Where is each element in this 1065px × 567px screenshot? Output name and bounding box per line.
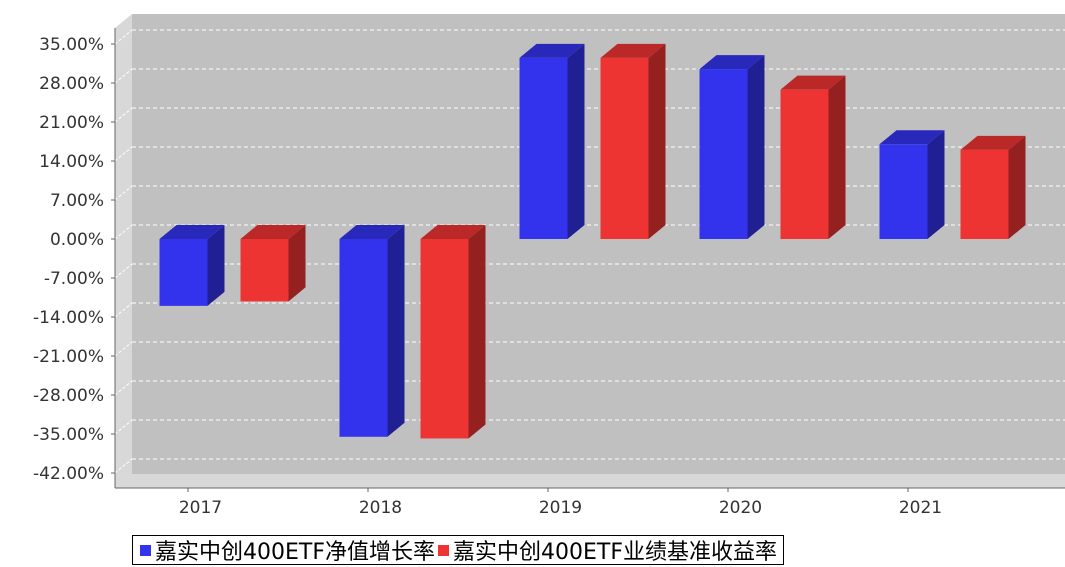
legend-item: 嘉实中创400ETF业绩基准收益率: [435, 534, 777, 566]
grid-line-side: [114, 419, 133, 435]
y-tick-label: 7.00%: [50, 191, 104, 211]
bar-nav-growth-2020: [699, 55, 765, 240]
bar-top: [960, 135, 1026, 150]
x-tick-label: 2017: [179, 498, 222, 518]
y-axis: 35.00% 28.00% 21.00% 14.00% 7.00% 0.00% -7.00%…: [33, 28, 116, 488]
bar-chart: 35.00% 28.00% 21.00% 14.00% 7.00% 0.00% -7.00%…: [33, 14, 1065, 518]
bar-front: [780, 89, 829, 239]
grid-line-side: [114, 263, 133, 279]
y-tick-label: -28.00%: [33, 386, 104, 406]
x-tick-label: 2019: [539, 498, 582, 518]
bar-side: [387, 225, 405, 437]
bar-front: [240, 239, 289, 302]
bar-top: [240, 225, 306, 239]
grid-line-side: [114, 107, 133, 123]
bar-nav-growth-2017: [159, 225, 225, 306]
bar-nav-growth-2018: [339, 225, 405, 437]
bar-front: [339, 239, 388, 437]
bar-front: [879, 144, 928, 239]
bar-nav-growth-2021: [879, 130, 945, 239]
y-tick-label: -21.00%: [33, 347, 104, 367]
bar-top: [879, 130, 945, 145]
y-tick-label: 14.00%: [39, 152, 104, 172]
y-tick-label: -35.00%: [33, 425, 104, 445]
bar-side: [927, 130, 945, 239]
plot-floor: [115, 474, 1065, 488]
bar-top: [519, 43, 585, 58]
bar-side: [207, 225, 225, 306]
bar-benchmark-2017: [240, 225, 306, 302]
bar-top: [339, 225, 405, 239]
y-tick-label: 0.00%: [50, 230, 104, 250]
grid-line-side: [114, 302, 133, 318]
legend-label: 嘉实中创400ETF净值增长率: [155, 540, 435, 565]
bar-side: [648, 43, 666, 239]
grid-line-side: [114, 224, 133, 240]
bar-side: [288, 225, 306, 302]
legend: 嘉实中创400ETF净值增长率 嘉实中创400ETF业绩基准收益率: [132, 535, 784, 565]
y-tick-label: -42.00%: [33, 464, 104, 484]
plot-side-wall: [115, 14, 132, 488]
bar-front: [960, 149, 1009, 239]
bar-side: [747, 55, 765, 240]
y-tick-label: 35.00%: [39, 35, 104, 55]
grid-line-side: [114, 341, 133, 357]
bar-front: [519, 57, 568, 239]
bar-top: [780, 75, 846, 90]
bars: [159, 43, 1026, 439]
grid-line-side: [114, 146, 133, 162]
bar-top: [600, 43, 666, 58]
grid-line-side: [114, 380, 133, 396]
grid-line-side: [114, 29, 133, 45]
x-tick-label: 2020: [719, 498, 762, 518]
x-tick-label: 2018: [359, 498, 402, 518]
bar-top: [420, 225, 486, 239]
x-tick-label: 2021: [899, 498, 942, 518]
bar-benchmark-2020: [780, 75, 846, 239]
legend-swatch: [438, 544, 449, 556]
bar-benchmark-2019: [600, 43, 666, 239]
bar-top: [159, 225, 225, 239]
grid-line-side: [114, 458, 133, 474]
bar-front: [600, 57, 649, 239]
y-tick-label: -14.00%: [33, 308, 104, 328]
bar-front: [420, 239, 469, 439]
bar-side: [567, 43, 585, 239]
bar-top: [699, 55, 765, 70]
legend-item: 嘉实中创400ETF净值增长率: [137, 534, 435, 566]
y-tick-label: 28.00%: [39, 74, 104, 94]
grid-line-side: [114, 68, 133, 84]
y-tick-label: 21.00%: [39, 113, 104, 133]
bar-benchmark-2018: [420, 225, 486, 439]
bar-side: [1008, 135, 1026, 239]
y-tick-label: -7.00%: [44, 269, 104, 289]
bar-side: [468, 225, 486, 439]
bar-side: [828, 75, 846, 239]
bar-front: [159, 239, 208, 306]
bar-front: [699, 69, 748, 239]
x-axis: 2017 2018 2019 2020 2021: [115, 487, 1065, 518]
grid-line-side: [114, 185, 133, 201]
legend-swatch: [140, 544, 151, 556]
bar-benchmark-2021: [960, 135, 1026, 239]
bar-nav-growth-2019: [519, 43, 585, 239]
legend-label: 嘉实中创400ETF业绩基准收益率: [453, 540, 777, 565]
